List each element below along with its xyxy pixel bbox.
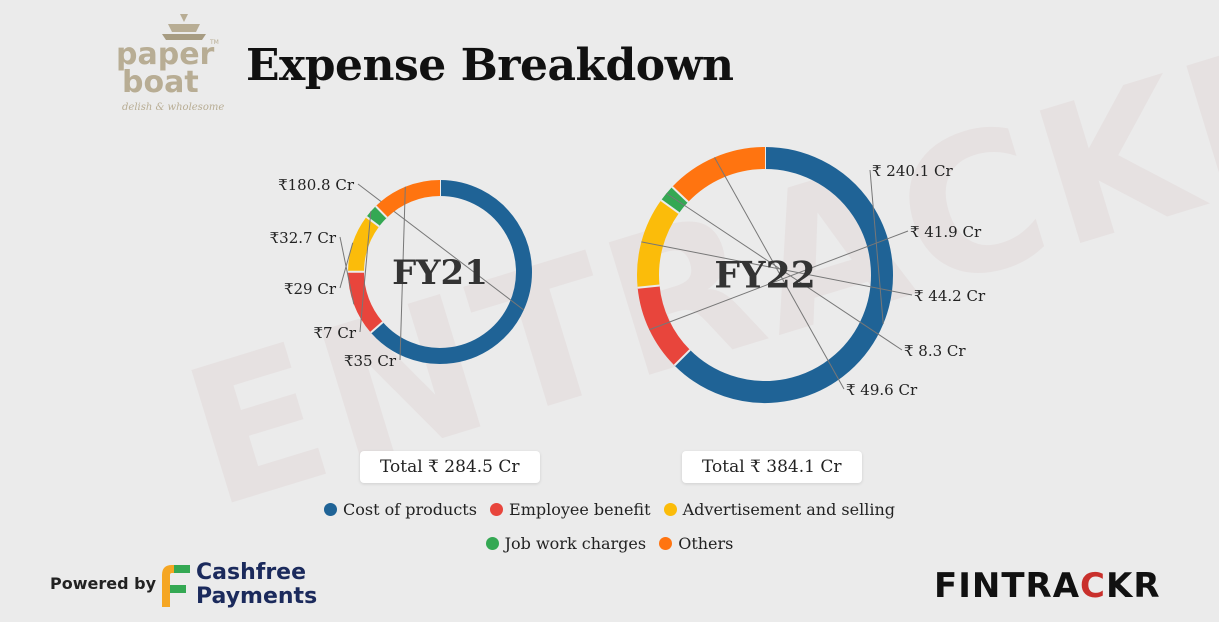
legend-item-cost-of-products: Cost of products xyxy=(324,500,477,519)
slice-separator xyxy=(637,284,660,289)
donut-fy21-slice-1 xyxy=(347,271,384,333)
legend-label: Cost of products xyxy=(343,500,477,519)
svg-text:paper: paper xyxy=(116,37,215,72)
cashfree-line1: Cashfree xyxy=(196,560,307,585)
legend-dot xyxy=(324,503,337,516)
paper-boat-logo: paper TM boat delish & wholesome xyxy=(112,8,232,114)
legend-dot xyxy=(490,503,504,516)
svg-text:TM: TM xyxy=(209,39,219,46)
legend-label: Others xyxy=(678,534,734,553)
data-label: ₹ 44.2 Cr xyxy=(914,287,986,305)
cashfree-line2: Payments xyxy=(196,584,318,609)
donut-fy21-slice-4 xyxy=(375,180,441,218)
donut-center-label: FY21 xyxy=(392,253,488,293)
total-fy21-label: Total ₹ 284.5 Cr xyxy=(380,457,520,477)
donut-fy22-slice-4 xyxy=(672,147,766,203)
data-label: ₹7 Cr xyxy=(313,324,356,342)
powered-by-label: Powered by xyxy=(50,574,156,593)
cashfree-icon xyxy=(162,565,190,607)
legend-label: Employee benefit xyxy=(509,500,651,519)
fintrackr-pre: FINTRA xyxy=(934,566,1081,606)
leader-line xyxy=(666,192,903,351)
total-fy22-label: Total ₹ 384.1 Cr xyxy=(702,457,842,477)
legend-item-job-work: Job work charges xyxy=(485,534,647,553)
donut-fy22-slice-1 xyxy=(637,285,691,366)
data-label: ₹ 240.1 Cr xyxy=(872,162,953,180)
data-label: ₹35 Cr xyxy=(344,352,397,370)
slice-separator xyxy=(375,205,388,219)
leader-line xyxy=(359,211,372,333)
leader-line xyxy=(869,169,884,325)
leader-line xyxy=(649,230,909,331)
slice-separator xyxy=(673,349,691,367)
data-label: ₹ 8.3 Cr xyxy=(904,342,966,360)
legend-item-employee-benefit: Employee benefit xyxy=(490,500,651,519)
donut-fy22-slice-0 xyxy=(674,147,893,403)
slice-separator xyxy=(660,199,680,214)
slice-separator xyxy=(365,216,380,228)
donut-fy21-slice-2 xyxy=(348,216,380,273)
data-label: ₹180.8 Cr xyxy=(278,176,355,194)
fintrackr-post: KR xyxy=(1105,566,1161,606)
total-fy21-box: Total ₹ 284.5 Cr xyxy=(360,451,540,483)
data-label: ₹32.7 Cr xyxy=(270,229,337,247)
data-label: ₹29 Cr xyxy=(284,280,337,298)
legend-row-2: Job work charges Others xyxy=(0,534,1219,553)
svg-text:boat: boat xyxy=(122,65,199,100)
leader-line xyxy=(339,236,355,305)
donut-center-label: FY22 xyxy=(714,255,815,297)
leader-line xyxy=(399,186,406,361)
legend-dot xyxy=(485,537,499,550)
legend-item-others: Others xyxy=(659,534,733,553)
legend-label: Job work charges xyxy=(504,534,647,553)
leader-line xyxy=(714,157,845,390)
slice-separator xyxy=(370,321,384,334)
legend-label: Advertisement and selling xyxy=(682,500,895,519)
legend-dot xyxy=(663,503,677,516)
svg-text:delish & wholesome: delish & wholesome xyxy=(122,102,224,113)
leader-line xyxy=(339,242,354,289)
total-fy22-box: Total ₹ 384.1 Cr xyxy=(682,451,862,483)
legend-item-advertisement: Advertisement and selling xyxy=(663,500,895,519)
data-label: ₹ 41.9 Cr xyxy=(910,223,982,241)
slice-separator xyxy=(671,186,689,203)
cashfree-logo-text: Cashfree Payments xyxy=(196,561,317,609)
data-label: ₹ 49.6 Cr xyxy=(846,381,918,399)
legend-row-1: Cost of products Employee benefit Advert… xyxy=(0,500,1219,519)
fintrackr-accent: C xyxy=(1080,566,1106,606)
donut-fy21-slice-0 xyxy=(370,180,532,364)
donut-fy21-slice-3 xyxy=(366,206,388,227)
legend-dot xyxy=(659,537,673,550)
page-title: Expense Breakdown xyxy=(246,40,734,91)
fintrackr-logo: FINTRACKR xyxy=(934,566,1161,606)
donut-fy22-slice-2 xyxy=(637,200,680,288)
